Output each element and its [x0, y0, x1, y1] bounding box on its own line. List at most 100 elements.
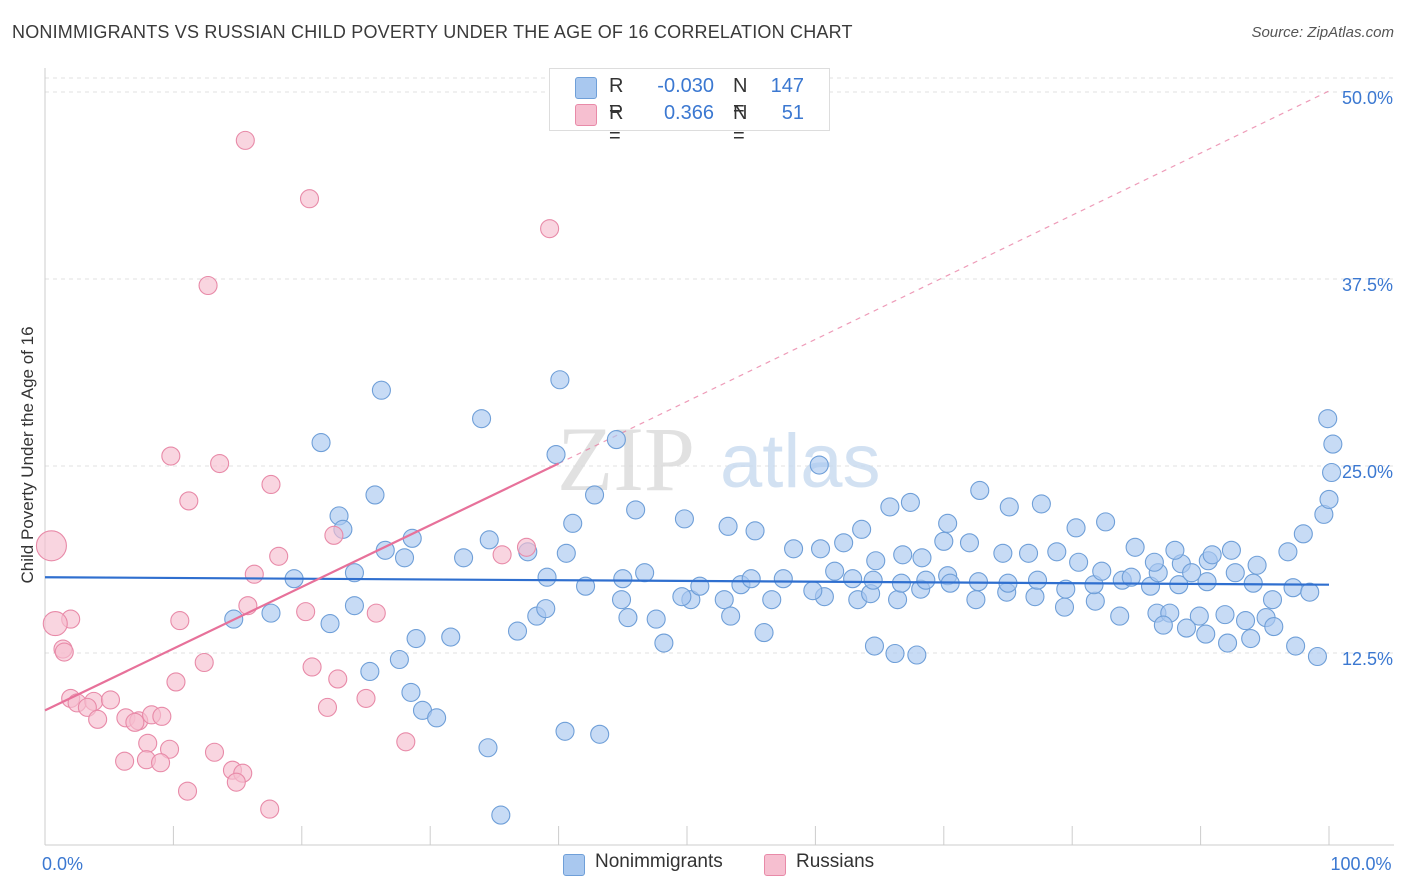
point-nonimmigrants	[454, 548, 474, 568]
point-nonimmigrants	[618, 608, 638, 628]
point-nonimmigrants	[1025, 587, 1045, 607]
point-nonimmigrants	[714, 590, 734, 610]
point-nonimmigrants	[762, 590, 782, 610]
point-russians	[226, 772, 246, 792]
legend-n-value: 147	[770, 75, 804, 97]
point-nonimmigrants	[1125, 537, 1145, 557]
point-nonimmigrants	[646, 609, 666, 629]
point-nonimmigrants	[672, 587, 692, 607]
point-russians	[396, 732, 416, 752]
point-nonimmigrants	[1176, 618, 1197, 638]
point-nonimmigrants	[1197, 572, 1217, 592]
point-nonimmigrants	[866, 551, 886, 571]
point-nonimmigrants	[809, 455, 829, 475]
point-nonimmigrants	[721, 606, 741, 626]
point-nonimmigrants	[1144, 552, 1164, 572]
point-nonimmigrants	[880, 497, 900, 517]
point-nonimmigrants	[1196, 624, 1216, 644]
point-nonimmigrants	[1121, 567, 1141, 587]
point-russians	[194, 652, 214, 673]
point-nonimmigrants	[491, 805, 511, 825]
legend-r-label: R =	[609, 75, 624, 120]
point-russians	[296, 602, 316, 622]
point-nonimmigrants	[970, 480, 990, 500]
point-nonimmigrants	[1323, 434, 1343, 454]
trend-lines	[558, 90, 1330, 465]
point-russians	[125, 712, 145, 732]
legend-r-value: -0.030	[657, 75, 714, 97]
point-nonimmigrants	[360, 661, 380, 682]
point-nonimmigrants	[1293, 524, 1313, 544]
point-nonimmigrants	[311, 433, 331, 453]
point-russians	[166, 672, 186, 692]
point-nonimmigrants	[507, 621, 528, 641]
point-nonimmigrants	[1182, 563, 1202, 583]
legend-r-label: R =	[609, 102, 624, 147]
point-russians	[100, 690, 121, 710]
point-nonimmigrants	[754, 623, 774, 643]
point-nonimmigrants	[606, 430, 626, 450]
point-nonimmigrants	[427, 708, 447, 728]
point-nonimmigrants	[834, 533, 854, 553]
point-nonimmigrants	[1283, 578, 1303, 598]
point-nonimmigrants	[1235, 611, 1256, 631]
y-axis-label: Child Poverty Under the Age of 16	[18, 326, 37, 583]
legend-n-label: N =	[733, 102, 748, 147]
point-russians	[260, 799, 280, 819]
point-nonimmigrants	[365, 485, 385, 505]
x-tick-label: 100.0%	[1330, 854, 1391, 874]
point-nonimmigrants	[1027, 570, 1048, 590]
point-nonimmigrants	[1085, 591, 1105, 611]
point-nonimmigrants	[1225, 563, 1245, 583]
point-nonimmigrants	[1307, 646, 1327, 667]
point-russians	[159, 739, 180, 759]
point-nonimmigrants	[1318, 409, 1338, 429]
point-nonimmigrants	[825, 561, 845, 581]
point-russians	[115, 751, 135, 771]
point-nonimmigrants	[585, 485, 605, 505]
point-russians	[356, 688, 376, 708]
tick-labels: 12.5% 25.0% 37.5% 50.0% 0.0% 100.0%	[42, 88, 1393, 874]
point-nonimmigrants	[1066, 518, 1086, 538]
point-nonimmigrants	[344, 596, 364, 616]
point-nonimmigrants	[852, 519, 872, 539]
point-russians	[269, 546, 289, 566]
point-nonimmigrants	[1322, 462, 1342, 483]
point-nonimmigrants	[344, 563, 364, 583]
point-nonimmigrants	[563, 513, 583, 533]
point-nonimmigrants	[959, 533, 980, 553]
point-nonimmigrants	[999, 497, 1019, 517]
point-russians	[366, 603, 386, 623]
point-russians	[299, 189, 320, 209]
point-nonimmigrants	[1202, 545, 1222, 565]
point-russians	[492, 545, 512, 565]
legend-label-russians: Russians	[796, 851, 875, 872]
legend-label-nonimmigrants: Nonimmigrants	[595, 851, 723, 872]
point-nonimmigrants	[478, 738, 498, 758]
point-nonimmigrants	[773, 569, 793, 589]
point-nonimmigrants	[1018, 543, 1039, 563]
point-nonimmigrants	[993, 543, 1013, 563]
point-nonimmigrants	[371, 380, 391, 400]
point-russians	[161, 446, 181, 466]
point-nonimmigrants	[1165, 540, 1185, 560]
point-russians	[138, 733, 158, 753]
point-russians	[324, 525, 344, 545]
point-nonimmigrants	[1262, 590, 1283, 610]
point-nonimmigrants	[1247, 555, 1267, 575]
point-nonimmigrants	[555, 721, 575, 741]
point-russians	[210, 453, 230, 474]
point-nonimmigrants	[1153, 615, 1173, 635]
point-russians	[88, 709, 108, 729]
point-russians	[317, 697, 338, 717]
legend-swatch-russians	[575, 104, 597, 126]
point-nonimmigrants	[472, 409, 492, 429]
point-nonimmigrants	[966, 590, 986, 610]
point-nonimmigrants	[635, 563, 655, 583]
point-nonimmigrants	[320, 614, 340, 634]
trend-line-russians	[44, 462, 560, 712]
point-russians	[516, 537, 537, 557]
y-tick-label: 25.0%	[1342, 462, 1393, 482]
point-nonimmigrants	[803, 581, 823, 601]
point-nonimmigrants	[888, 590, 908, 610]
